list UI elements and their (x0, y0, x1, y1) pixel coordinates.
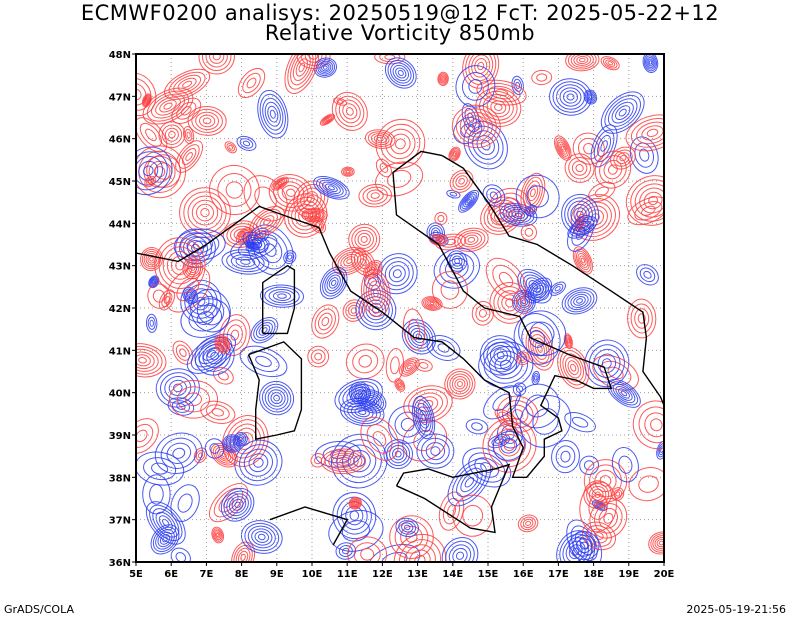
coastline-france (136, 231, 225, 263)
lat-tick-label: 36N (109, 558, 131, 569)
lat-tick-label: 44N (109, 219, 131, 230)
lon-tick-label: 11E (337, 569, 358, 580)
lon-tick-label: 17E (548, 569, 569, 580)
chart-subtitle: Relative Vorticity 850mb (264, 21, 536, 45)
lon-tick-label: 6E (164, 569, 178, 580)
coastline-sicily (395, 463, 511, 534)
lat-tick-label: 43N (109, 262, 131, 273)
lat-tick-label: 42N (109, 304, 131, 315)
coastlines (136, 150, 664, 546)
lat-tick-label: 41N (109, 346, 131, 357)
lon-tick-label: 5E (129, 569, 143, 580)
coastline-italy (223, 150, 613, 478)
lon-tick-label: 15E (478, 569, 499, 580)
lon-tick-label: 10E (302, 569, 323, 580)
lon-tick-label: 18E (583, 569, 604, 580)
coastline-sardinia (247, 341, 303, 441)
map-gridlines (136, 54, 664, 562)
lat-tick-label: 39N (109, 431, 131, 442)
coastline-corsica (262, 264, 296, 335)
lon-tick-label: 19E (618, 569, 639, 580)
lon-tick-label: 20E (654, 569, 675, 580)
lon-tick-label: 8E (235, 569, 249, 580)
lat-tick-label: 47N (109, 92, 131, 103)
chart-title: ECMWF0200 analisys: 20250519@12 FcT: 202… (80, 1, 720, 25)
lat-tick-label: 45N (109, 177, 131, 188)
lat-tick-label: 38N (109, 473, 131, 484)
footer-timestamp: 2025-05-19-21:56 (686, 603, 786, 616)
vorticity-contours (136, 54, 664, 562)
map-field (136, 54, 664, 562)
lon-tick-label: 7E (200, 569, 214, 580)
axis-ticks: 5E 6E 7E 8E 9E 10E 11E 12E 13E 14E 15E 16E 17E 18E 19E… (109, 50, 675, 580)
lon-tick-label: 13E (407, 569, 428, 580)
lat-tick-label: 37N (109, 516, 131, 527)
coastline-balkans (441, 154, 664, 406)
lon-tick-label: 9E (270, 569, 284, 580)
lon-tick-label: 14E (442, 569, 463, 580)
lon-tick-label: 16E (513, 569, 534, 580)
lon-tick-label: 12E (372, 569, 393, 580)
lat-tick-label: 48N (109, 50, 131, 61)
footer-credit: GrADS/COLA (4, 603, 74, 616)
lat-tick-label: 46N (109, 135, 131, 146)
lat-tick-label: 40N (109, 389, 131, 400)
coastline-tunisia (269, 506, 349, 546)
